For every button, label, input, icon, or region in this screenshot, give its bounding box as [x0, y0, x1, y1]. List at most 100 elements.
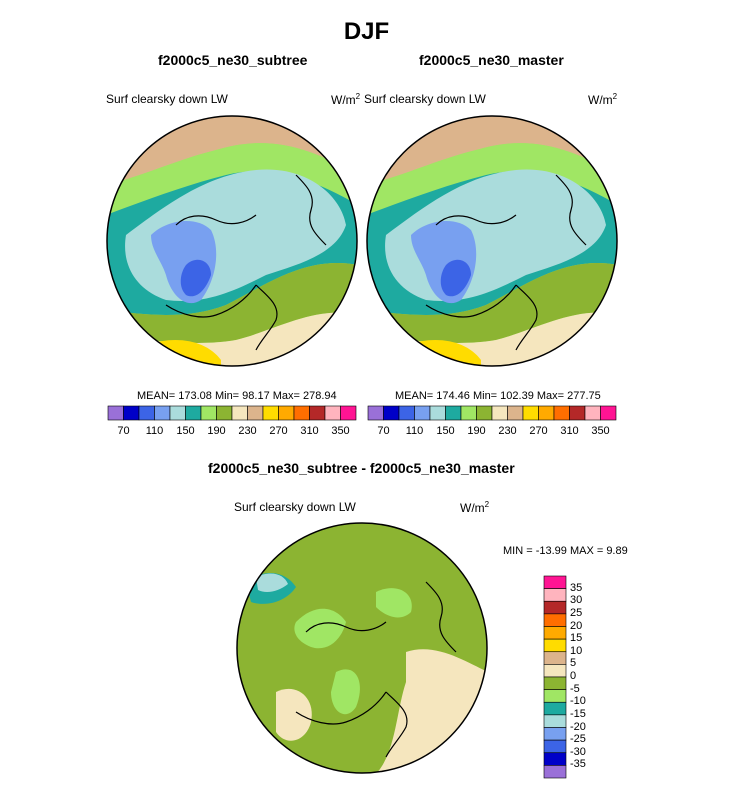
panel2-colorbar-cell: [569, 405, 586, 421]
panel1-band-darkblue: [180, 259, 211, 297]
panel1-colorbar-tick-label: 310: [300, 425, 319, 437]
panel1-colorbar-cell: [309, 405, 326, 421]
panel1-band-lightgreen-top: [107, 143, 357, 215]
panel1-colorbar: [107, 405, 357, 421]
panel1-coastline: [165, 174, 327, 351]
panel2-stats: MEAN= 174.46 Min= 102.39 Max= 277.75: [395, 390, 601, 402]
panel3-colorbar-tick-label: 0: [570, 670, 577, 682]
panel1-colorbar-tick-label: 230: [238, 425, 257, 437]
panel2-colorbar-tick-label: 150: [436, 425, 455, 437]
panel3-band-lightblue: [256, 573, 288, 592]
panel2-colorbar-cell: [584, 405, 601, 421]
panel1-colorbar-tick-label: 150: [176, 425, 195, 437]
panel3-colorbar-tick-label: 10: [570, 644, 583, 657]
panel3-colorbar-cell: [543, 575, 567, 589]
panel2-colorbar-cell: [383, 405, 400, 421]
panel2-colorbar-tick-label: 190: [467, 425, 486, 437]
panel2-colorbar-cell: [476, 405, 493, 421]
panel2-colorbar-cell: [414, 405, 431, 421]
panel1-colorbar-tick-label: 350: [331, 425, 350, 437]
panel1-colorbar-cell: [107, 405, 124, 421]
panel3-colorbar-tick-label: -30: [570, 745, 586, 758]
panel1-colorbar-cell: [231, 405, 248, 421]
panel3-colorbar-cell: [543, 626, 567, 640]
panel3-colorbar-cell: [543, 600, 567, 615]
panel3-colorbar-cell: [543, 664, 567, 678]
panel1-colorbar-tick-label: 110: [145, 425, 164, 437]
panel1-colorbar-tick-label: 270: [269, 425, 288, 437]
panel1-colorbar-cell: [154, 405, 171, 421]
panel3-colorbar-cell: [543, 714, 567, 728]
panel1-variable: Surf clearsky down LW: [106, 92, 228, 106]
panel3-colorbar-tick-label: 25: [570, 606, 583, 619]
panel1-colorbar-cell: [169, 405, 186, 421]
panel3-colorbar-tick-label: -35: [570, 758, 586, 771]
panel3-band-lightgreen-1: [294, 608, 346, 649]
panel3-colorbar-cell: [543, 727, 567, 741]
panel2-colorbar-cell: [429, 405, 446, 421]
panel2-colorbar-cell: [600, 405, 617, 421]
panel1-colorbar-tick-label: 190: [207, 425, 226, 437]
panel1-colorbar-cell: [340, 405, 357, 421]
panel3-colorbar-cell: [543, 651, 567, 665]
panel2-colorbar-tick-label: 230: [498, 425, 517, 437]
panel1-colorbar-cell: [324, 405, 341, 421]
panel3-colorbar-tick-label: 35: [570, 581, 583, 594]
panel3-colorbar-cell: [543, 638, 567, 653]
panel2-colorbar-cell: [538, 405, 555, 421]
panel3-colorbar-cell: [543, 588, 567, 602]
panel3-band-lightgreen-3: [331, 669, 360, 715]
panel3-colorbar-tick-label: -5: [570, 682, 580, 695]
panel3-colorbar-tick-label: 15: [570, 632, 583, 645]
panel2-colorbar-cell: [491, 405, 508, 421]
panel3-units: W/m2: [460, 500, 490, 515]
panel1-colorbar-cell: [278, 405, 295, 421]
panel3-colorbar-cell: [543, 765, 567, 779]
panel3-colorbar-cell: [543, 689, 567, 703]
panel3-colorbar: [543, 575, 567, 779]
panel2-band-lightgreen-top: [367, 143, 617, 215]
panel3-colorbar-tick-label: 20: [570, 619, 583, 632]
panel3-variable: Surf clearsky down LW: [234, 500, 356, 514]
panel3-colorbar-tick-label: -15: [570, 707, 586, 720]
panel2-title: f2000c5_ne30_master: [419, 52, 564, 68]
panel2-band-olive: [367, 263, 617, 343]
panel1-colorbar-cell: [123, 405, 140, 421]
panel3-colorbar-cell: [543, 701, 567, 716]
panel1-stats: MEAN= 173.08 Min= 98.17 Max= 278.94: [137, 390, 337, 402]
panel1-colorbar-tick-label: 70: [117, 425, 130, 437]
panel3-colorbar-cell: [543, 752, 567, 766]
panel1-colorbar-cell: [262, 405, 279, 421]
panel2-colorbar-tick-label: 350: [591, 425, 610, 437]
figure-title: DJF: [343, 18, 390, 45]
panel2-colorbar-cell: [507, 405, 524, 421]
panel1-colorbar-cell: [200, 405, 217, 421]
panel2-colorbar-cell: [445, 405, 462, 421]
panel3-polar-map: [236, 522, 488, 774]
panel3-colorbar-cell: [543, 739, 567, 754]
panel2-colorbar-tick-label: 110: [405, 425, 424, 437]
panel1-colorbar-ticks: 70 110 150 190 230 270 310 350: [108, 425, 356, 439]
panel1-colorbar-cell: [293, 405, 310, 421]
panel2-variable: Surf clearsky down LW: [364, 92, 486, 106]
panel2-polar-map: [366, 115, 618, 367]
panel2-colorbar: [367, 405, 617, 421]
panel2-colorbar-ticks: 70 110 150 190 230 270 310 350: [368, 425, 616, 439]
panel1-polar-map: [106, 115, 358, 367]
panel3-colorbar-ticks: 35 30 25 20 15 10 5 0 -5 -10 -15 -20 -25 -30 -35: [570, 576, 610, 778]
panel1-title: f2000c5_ne30_subtree: [158, 52, 308, 68]
panel2-units: W/m2: [588, 92, 618, 107]
panel3-band-lightgreen-2: [376, 588, 412, 618]
panel3-colorbar-tick-label: -20: [570, 720, 586, 733]
panel3-colorbar-tick-label: -10: [570, 695, 586, 708]
panel2-colorbar-tick-label: 310: [560, 425, 579, 437]
panel2-colorbar-cell: [522, 405, 539, 421]
panel1-band-olive: [107, 263, 357, 343]
panel3-coastline: [295, 581, 457, 758]
panel3-colorbar-tick-label: 5: [570, 657, 577, 670]
panel3-colorbar-cell: [543, 676, 567, 690]
panel2-colorbar-cell: [398, 405, 415, 421]
panel1-units: W/m2: [331, 92, 361, 107]
panel1-colorbar-cell: [247, 405, 264, 421]
panel3-title: f2000c5_ne30_subtree - f2000c5_ne30_mast…: [208, 460, 515, 476]
